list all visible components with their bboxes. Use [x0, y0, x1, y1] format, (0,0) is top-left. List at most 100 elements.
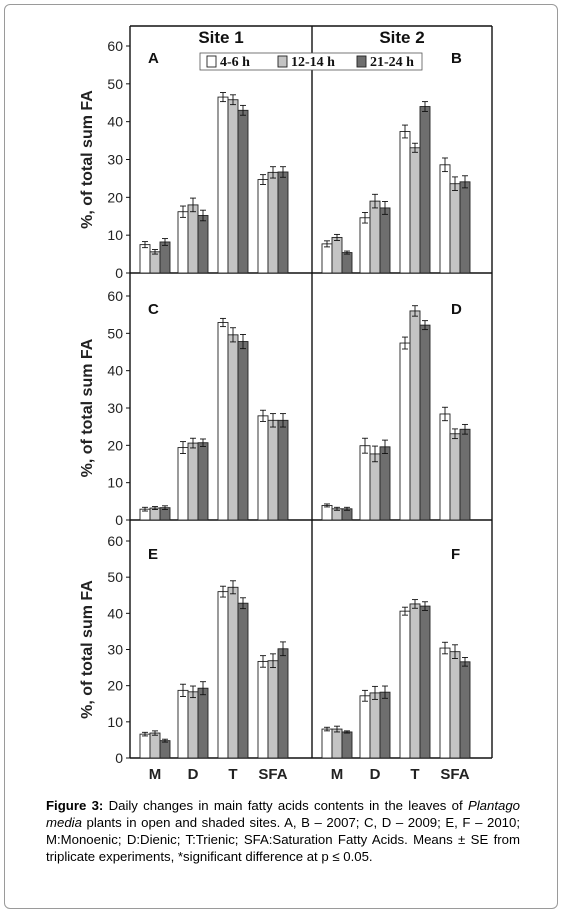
- x-tick-label-site2-SFA: SFA: [440, 766, 469, 783]
- legend-swatch-3: [356, 55, 367, 68]
- bar-A-SFA-1: [257, 179, 269, 274]
- legend-label-1: 4-6 h: [220, 55, 250, 70]
- bar-A-D-3: [197, 215, 209, 274]
- bar-E-M-3: [159, 740, 171, 759]
- bar-B-SFA-2: [449, 183, 461, 274]
- y-tick-label: 60: [107, 533, 123, 549]
- y-tick-label: 30: [107, 152, 123, 168]
- bar-F-D-1: [359, 695, 371, 759]
- figure-caption: Figure 3: Daily changes in main fatty ac…: [46, 797, 520, 865]
- bar-E-SFA-1: [257, 660, 269, 759]
- bar-F-D-3: [379, 691, 391, 759]
- x-tick-label-site1-SFA: SFA: [258, 766, 287, 783]
- bar-E-T-3: [237, 602, 249, 759]
- bar-E-SFA-2: [267, 660, 279, 759]
- bar-C-D-1: [177, 447, 189, 521]
- bar-F-SFA-3: [459, 661, 471, 759]
- bar-F-SFA-2: [449, 651, 461, 759]
- bar-F-M-2: [331, 728, 343, 759]
- x-tick-label-site2-T: T: [410, 766, 419, 783]
- bar-D-SFA-3: [459, 428, 471, 521]
- y-tick-label: 60: [107, 288, 123, 304]
- y-tick-label: 0: [115, 750, 123, 766]
- bar-F-M-1: [321, 728, 333, 759]
- panel-label-C: C: [148, 301, 159, 318]
- bar-D-D-2: [369, 453, 381, 521]
- legend-label-3: 21-24 h: [370, 55, 414, 70]
- y-axis-label: %, of total sum FA: [79, 90, 96, 229]
- y-tick-label: 20: [107, 678, 123, 694]
- bar-D-M-1: [321, 504, 333, 521]
- y-tick-label: 30: [107, 400, 123, 416]
- bar-B-M-2: [331, 236, 343, 274]
- bar-D-D-1: [359, 445, 371, 521]
- bar-E-T-1: [217, 591, 229, 759]
- caption-species: Plantago media: [46, 798, 521, 830]
- bar-C-D-3: [197, 442, 209, 521]
- bar-A-SFA-3: [277, 171, 289, 274]
- bar-E-D-3: [197, 687, 209, 759]
- y-axis-label: %, of total sum FA: [79, 580, 96, 719]
- caption-label: Figure 3:: [46, 798, 104, 813]
- bar-B-T-2: [409, 147, 421, 274]
- bar-C-SFA-3: [277, 419, 289, 521]
- bar-B-D-2: [369, 200, 381, 274]
- caption-text-2: plants in open and shaded sites. A, B – …: [46, 815, 520, 864]
- y-tick-label: 20: [107, 437, 123, 453]
- legend-swatch-1: [206, 55, 217, 68]
- y-tick-label: 20: [107, 189, 123, 205]
- y-tick-label: 40: [107, 363, 123, 379]
- y-tick-label: 0: [115, 265, 123, 281]
- bar-B-T-3: [419, 106, 431, 274]
- bar-B-D-1: [359, 217, 371, 274]
- bar-E-T-2: [227, 586, 239, 759]
- y-tick-label: 50: [107, 569, 123, 585]
- bar-B-D-3: [379, 207, 391, 274]
- y-tick-label: 10: [107, 475, 123, 491]
- bar-A-T-2: [227, 99, 239, 274]
- bar-F-T-3: [419, 605, 431, 759]
- y-axis-label: %, of total sum FA: [79, 338, 96, 477]
- panel-label-F: F: [451, 546, 460, 563]
- bar-C-SFA-1: [257, 415, 269, 521]
- x-tick-label-site2-D: D: [370, 766, 381, 783]
- bar-D-T-3: [419, 324, 431, 521]
- bar-D-SFA-1: [439, 413, 451, 521]
- y-tick-label: 0: [115, 512, 123, 528]
- bar-C-T-1: [217, 322, 229, 521]
- bar-A-M-1: [139, 244, 151, 274]
- x-tick-label-site2-M: M: [331, 766, 344, 783]
- legend-box: [199, 52, 423, 71]
- y-tick-label: 10: [107, 714, 123, 730]
- x-tick-label-site1-M: M: [149, 766, 162, 783]
- bar-D-T-2: [409, 310, 421, 521]
- legend-label-2: 12-14 h: [291, 55, 335, 70]
- panel-label-D: D: [451, 301, 462, 318]
- y-tick-label: 40: [107, 605, 123, 621]
- legend-swatch-2: [277, 55, 288, 68]
- bar-B-SFA-1: [439, 164, 451, 274]
- bar-C-T-2: [227, 334, 239, 521]
- bar-C-D-2: [187, 442, 199, 521]
- bar-D-SFA-2: [449, 433, 461, 521]
- panel-label-B: B: [451, 50, 462, 67]
- site-title-2: Site 2: [379, 28, 424, 47]
- bar-A-SFA-2: [267, 171, 279, 274]
- bar-B-SFA-3: [459, 181, 471, 274]
- bar-E-M-1: [139, 733, 151, 759]
- bar-A-D-2: [187, 204, 199, 274]
- bar-A-T-1: [217, 96, 229, 274]
- y-tick-label: 30: [107, 642, 123, 658]
- bar-B-M-1: [321, 243, 333, 274]
- caption-text-1: Daily changes in main fatty acids conten…: [103, 798, 468, 813]
- y-tick-label: 50: [107, 325, 123, 341]
- bar-E-SFA-3: [277, 648, 289, 759]
- bar-E-M-2: [149, 732, 161, 759]
- bar-F-SFA-1: [439, 647, 451, 759]
- y-tick-label: 40: [107, 114, 123, 130]
- fatty-acid-bar-chart: Site 1 Site 2 4-6 h 12-14 h 21-24 h 0 10 20 30 40…: [79, 25, 493, 783]
- bar-A-M-3: [159, 241, 171, 274]
- bar-F-T-1: [399, 610, 411, 759]
- bar-F-T-2: [409, 603, 421, 759]
- panel-label-E: E: [148, 546, 158, 563]
